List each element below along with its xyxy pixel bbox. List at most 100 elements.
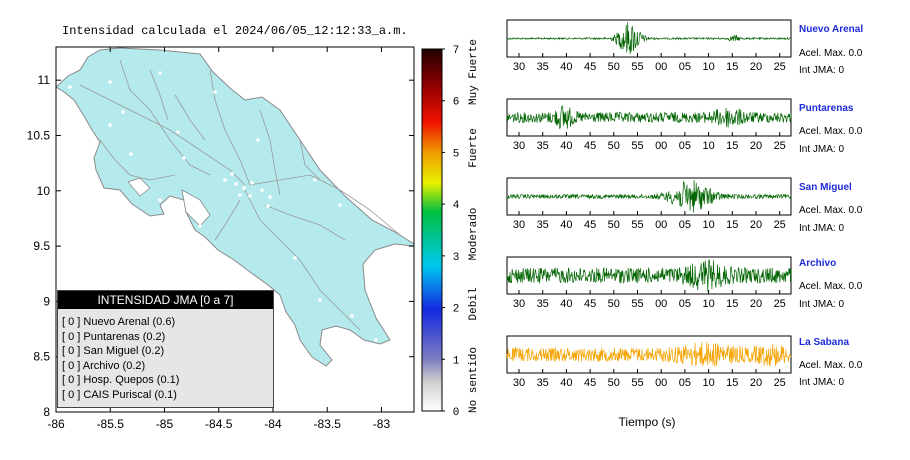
map-x-tick-label: -85.5 xyxy=(97,417,125,431)
intensity-color-scale: 0 1 2 3 4 5 6 7 No sentido Debil Moderado Fuerte Muy… xyxy=(421,39,480,419)
seismogram-trace xyxy=(506,259,792,292)
scale-category-label: Muy Fuerte xyxy=(468,39,480,105)
time-tick-label: 15 xyxy=(726,61,738,73)
station-acel-max: Acel. Max. 0.0 xyxy=(799,281,863,292)
time-axis-label: Tiempo (s) xyxy=(619,415,676,429)
scale-tick-label: 2 xyxy=(453,304,460,316)
time-tick-label: 05 xyxy=(679,298,691,310)
time-tick-label: 15 xyxy=(726,298,738,310)
seismogram-trace xyxy=(506,22,792,55)
time-tick-label: 25 xyxy=(774,298,786,310)
legend-header: INTENSIDAD JMA [0 a 7] xyxy=(58,291,273,309)
time-tick-label: 30 xyxy=(513,377,525,389)
legend-item: [ 0 ] Nuevo Arenal (0.6) xyxy=(62,316,176,328)
scale-category-label: Fuerte xyxy=(468,128,480,168)
map-y-tick-label: 11 xyxy=(38,73,51,87)
time-tick-label: 35 xyxy=(537,219,549,231)
time-tick-label: 30 xyxy=(513,298,525,310)
map-axes: -86 -85.5 -85 -84.5 -84 -83.5 -83 11 10.5 10 9.5 9 8… xyxy=(27,47,414,431)
map-frame xyxy=(55,46,415,413)
time-tick-label: 10 xyxy=(702,298,714,310)
station-int-jma: Int JMA: 0 xyxy=(799,144,845,155)
map-y-tick-label: 9 xyxy=(43,294,50,308)
scale-category-label: No sentido xyxy=(468,347,480,413)
time-tick-label: 05 xyxy=(679,219,691,231)
time-tick-label: 20 xyxy=(750,298,762,310)
time-tick-label: 45 xyxy=(584,61,596,73)
time-tick-label: 50 xyxy=(608,377,620,389)
time-tick-label: 25 xyxy=(774,219,786,231)
station-name-puntarenas: Puntarenas xyxy=(799,103,854,114)
station-acel-max: Acel. Max. 0.0 xyxy=(799,205,863,216)
station-acel-max: Acel. Max. 0.0 xyxy=(799,48,863,59)
time-tick-label: 40 xyxy=(560,219,572,231)
map-y-tick-label: 10 xyxy=(37,184,51,198)
time-tick-label: 10 xyxy=(702,61,714,73)
station-name-nuevo-arenal: Nuevo Arenal xyxy=(799,24,864,35)
time-tick-label: 05 xyxy=(679,140,691,152)
time-tick-label: 45 xyxy=(584,298,596,310)
time-tick-label: 15 xyxy=(726,377,738,389)
time-tick-label: 00 xyxy=(655,61,667,73)
station-int-jma: Int JMA: 0 xyxy=(799,377,845,388)
time-tick-label: 30 xyxy=(513,140,525,152)
time-tick-label: 25 xyxy=(774,61,786,73)
map-x-tick-label: -86 xyxy=(47,417,65,431)
time-tick-label: 30 xyxy=(513,219,525,231)
map-y-tick-label: 8.5 xyxy=(33,350,50,364)
scale-tick-label: 5 xyxy=(453,148,460,160)
seismogram-trace xyxy=(506,105,792,130)
station-int-jma: Int JMA: 0 xyxy=(799,65,845,76)
time-tick-label: 05 xyxy=(679,61,691,73)
map-y-tick-label: 9.5 xyxy=(33,239,50,253)
seismogram-trace xyxy=(506,179,792,213)
station-int-jma: Int JMA: 0 xyxy=(799,223,845,234)
costa-rica-landmass xyxy=(56,47,414,367)
seismogram-panel xyxy=(506,98,792,137)
scale-tick-label: 4 xyxy=(453,200,460,212)
intensity-legend: INTENSIDAD JMA [0 a 7] [ 0 ] Nuevo Arena… xyxy=(57,290,274,408)
time-tick-label: 50 xyxy=(608,219,620,231)
map-x-tick-label: -83 xyxy=(373,417,391,431)
map-title: Intensidad calculada el 2024/06/05_12:12… xyxy=(62,24,408,38)
time-tick-label: 40 xyxy=(560,377,572,389)
map-x-tick-label: -84.5 xyxy=(205,417,233,431)
legend-list: [ 0 ] Nuevo Arenal (0.6) [ 0 ] Puntarena… xyxy=(62,315,273,402)
map-x-tick-label: -85 xyxy=(156,417,174,431)
time-tick-label: 10 xyxy=(702,219,714,231)
time-tick-label: 55 xyxy=(631,219,643,231)
time-tick-label: 55 xyxy=(631,61,643,73)
time-tick-label: 40 xyxy=(560,61,572,73)
scale-tick-label: 3 xyxy=(453,252,460,264)
scale-category-label: Moderado xyxy=(468,208,480,261)
station-name-archivo: Archivo xyxy=(799,258,837,269)
legend-item: [ 0 ] Puntarenas (0.2) xyxy=(62,330,166,343)
time-tick-label: 00 xyxy=(655,140,667,152)
time-tick-label: 00 xyxy=(655,298,667,310)
time-tick-label: 10 xyxy=(702,377,714,389)
time-tick-label: 25 xyxy=(774,140,786,152)
time-tick-label: 10 xyxy=(702,140,714,152)
scale-tick-label: 0 xyxy=(453,407,460,419)
legend-item: [ 0 ] San Miguel (0.2) xyxy=(62,345,165,357)
map-x-tick-label: -83.5 xyxy=(314,417,342,431)
station-acel-max: Acel. Max. 0.0 xyxy=(799,126,863,137)
time-tick-label: 35 xyxy=(537,298,549,310)
station-acel-max: Acel. Max. 0.0 xyxy=(799,360,863,371)
scale-tick-label: 6 xyxy=(453,97,460,109)
station-name-san-miguel: San Miguel xyxy=(799,182,852,193)
time-tick-label: 35 xyxy=(537,140,549,152)
time-tick-label: 45 xyxy=(584,219,596,231)
map-plot: -86 -85.5 -85 -84.5 -84 -83.5 -83 11 10.5 10 9.5 9 8… xyxy=(27,46,415,431)
map-y-tick-label: 10.5 xyxy=(27,128,51,142)
time-tick-label: 20 xyxy=(750,140,762,152)
time-tick-label: 45 xyxy=(584,140,596,152)
seismogram-trace xyxy=(506,341,792,367)
time-tick-label: 50 xyxy=(608,61,620,73)
time-tick-label: 05 xyxy=(679,377,691,389)
legend-item: [ 0 ] CAIS Puriscal (0.1) xyxy=(62,388,177,401)
time-tick-label: 40 xyxy=(560,140,572,152)
map-y-tick-label: 8 xyxy=(43,405,50,419)
legend-item: [ 0 ] Archivo (0.2) xyxy=(62,359,146,372)
